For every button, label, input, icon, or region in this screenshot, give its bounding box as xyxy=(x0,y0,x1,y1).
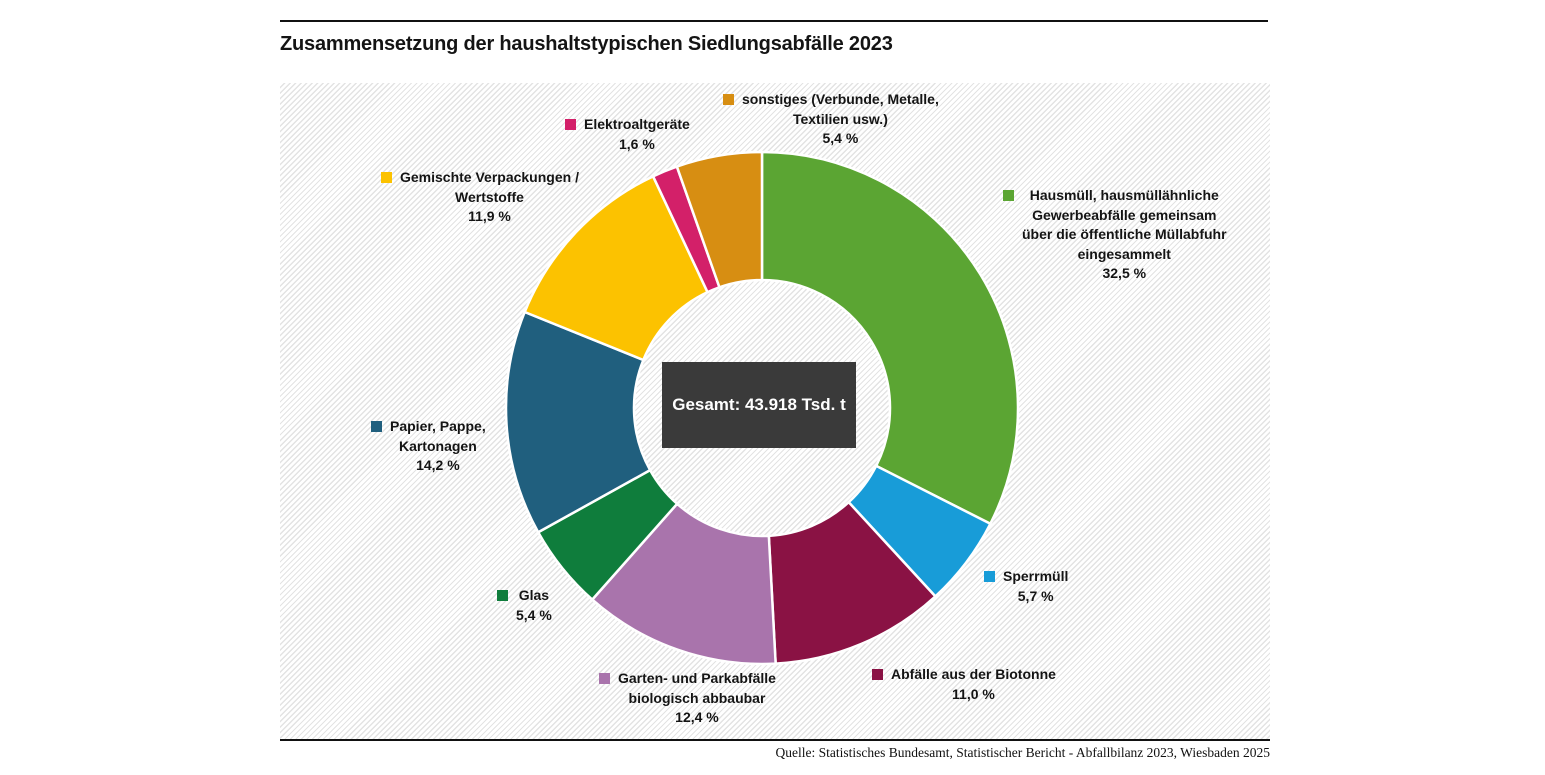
legend-item-papier: Papier, Pappe, Kartonagen 14,2 % xyxy=(371,417,486,476)
donut-svg xyxy=(504,150,1020,666)
legend-swatch-icon xyxy=(565,119,576,130)
legend-label-garten: Garten- und Parkabfälle biologisch abbau… xyxy=(618,670,776,725)
legend-item-sperrmuell: Sperrmüll 5,7 % xyxy=(984,567,1068,606)
legend-item-garten: Garten- und Parkabfälle biologisch abbau… xyxy=(599,669,776,728)
page-title: Zusammensetzung der haushaltstypischen S… xyxy=(280,33,893,55)
legend-label-sperrmuell: Sperrmüll 5,7 % xyxy=(1003,568,1069,604)
legend-label-hausmuell: Hausmüll, hausmüllähnliche Gewerbeabfäll… xyxy=(1022,187,1227,281)
legend-label-papier: Papier, Pappe, Kartonagen 14,2 % xyxy=(390,418,486,473)
legend-swatch-icon xyxy=(599,673,610,684)
legend-item-glas: Glas 5,4 % xyxy=(497,586,552,625)
legend-swatch-icon xyxy=(497,590,508,601)
title-top-rule xyxy=(280,20,1268,22)
footer-rule xyxy=(280,739,1270,741)
center-total-box: Gesamt: 43.918 Tsd. t xyxy=(662,362,856,448)
legend-item-sonstiges: sonstiges (Verbunde, Metalle, Textilien … xyxy=(723,90,939,149)
source-note: Quelle: Statistisches Bundesamt, Statist… xyxy=(775,745,1271,760)
donut-segment-papier xyxy=(504,310,652,534)
legend-swatch-icon xyxy=(984,571,995,582)
legend-item-gemischte: Gemischte Verpackungen / Wertstoffe 11,9… xyxy=(381,168,579,227)
chart-area: Gesamt: 43.918 Tsd. t Hausmüll, hausmüll… xyxy=(280,83,1270,739)
legend-swatch-icon xyxy=(381,172,392,183)
legend-label-biotonne: Abfälle aus der Biotonne 11,0 % xyxy=(891,666,1056,702)
donut-segment-sonstiges xyxy=(675,150,764,289)
legend-label-sonstiges: sonstiges (Verbunde, Metalle, Textilien … xyxy=(742,91,939,146)
donut-segment-hausmuell xyxy=(760,150,1020,526)
legend-label-elektro: Elektroaltgeräte 1,6 % xyxy=(584,116,690,152)
legend-swatch-icon xyxy=(723,94,734,105)
legend-swatch-icon xyxy=(371,421,382,432)
legend-item-biotonne: Abfälle aus der Biotonne 11,0 % xyxy=(872,665,1056,704)
legend-item-hausmuell: Hausmüll, hausmüllähnliche Gewerbeabfäll… xyxy=(1003,186,1227,284)
legend-label-glas: Glas 5,4 % xyxy=(516,587,552,623)
legend-swatch-icon xyxy=(1003,190,1014,201)
legend-label-gemischte: Gemischte Verpackungen / Wertstoffe 11,9… xyxy=(400,169,579,224)
center-total-label: Gesamt: 43.918 Tsd. t xyxy=(672,395,846,414)
legend-swatch-icon xyxy=(872,669,883,680)
legend-item-elektro: Elektroaltgeräte 1,6 % xyxy=(565,115,690,154)
